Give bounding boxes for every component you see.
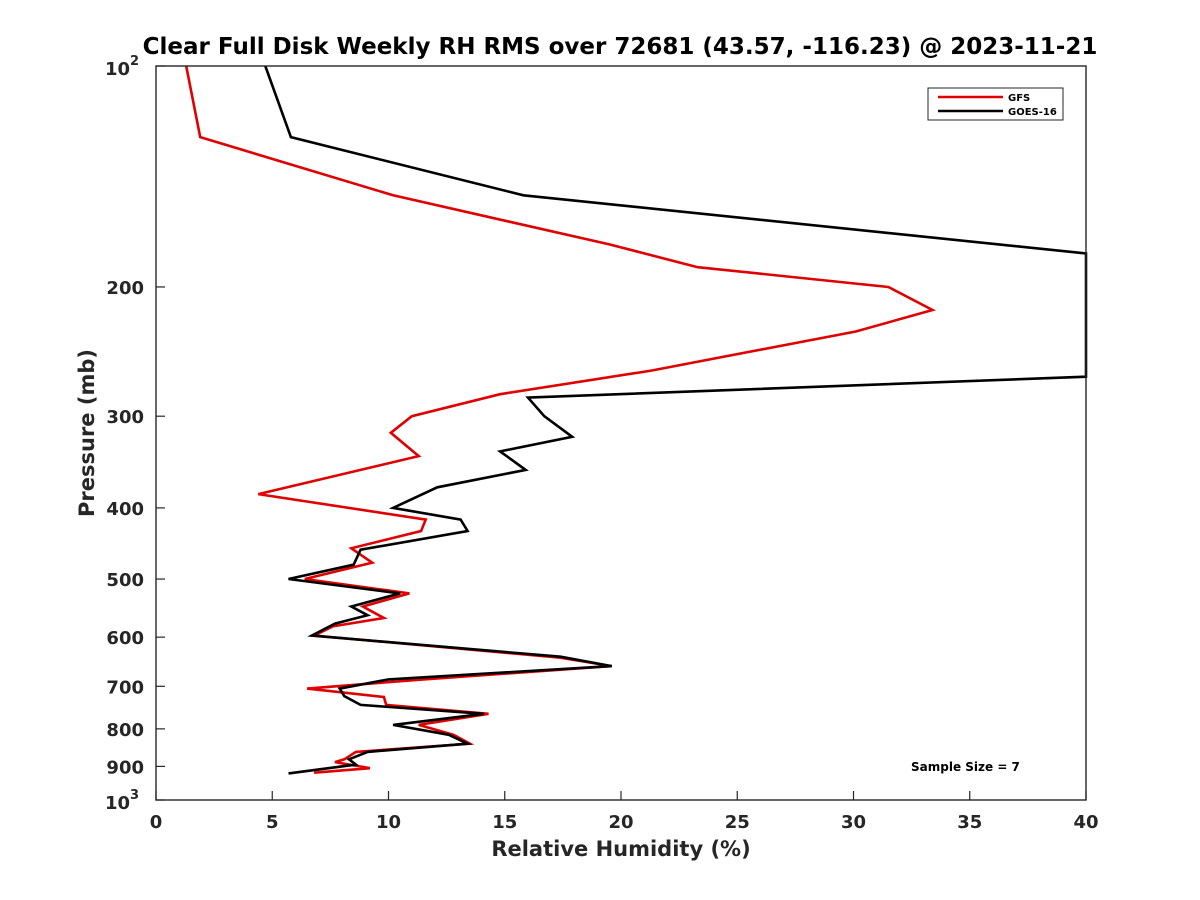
y-tick-label-power: 10 3 <box>105 788 139 814</box>
x-tick-label: 30 <box>841 812 866 833</box>
x-axis: 0 5 10 15 20 25 30 35 40 <box>150 791 1099 833</box>
legend-box <box>927 87 1064 121</box>
y-axis-label: Pressure (mb) <box>75 349 99 517</box>
legend-label-gfs: GFS <box>1008 93 1030 104</box>
series-line-goes16 <box>264 65 1088 775</box>
x-tick-label: 10 <box>376 812 401 833</box>
y-tick-label-base: 10 <box>105 793 130 814</box>
x-tick-label: 20 <box>608 812 633 833</box>
x-tick-label: 15 <box>492 812 517 833</box>
x-tick-label: 40 <box>1073 812 1098 833</box>
series-line-gfs <box>184 65 937 774</box>
x-tick-label: 25 <box>725 812 750 833</box>
y-tick-label: 900 <box>106 757 144 778</box>
y-tick-label: 800 <box>106 720 144 741</box>
y-tick-label: 600 <box>106 628 144 649</box>
y-tick-label-exponent: 2 <box>130 54 139 69</box>
y-tick-label-power: 10 2 <box>105 54 139 80</box>
chart-title: Clear Full Disk Weekly RH RMS over 72681… <box>143 34 1098 60</box>
plot-area <box>156 66 1086 800</box>
sample-size-annotation: Sample Size = 7 <box>911 760 1020 774</box>
legend-label-goes16: GOES-16 <box>1008 107 1057 118</box>
y-tick-label: 300 <box>106 407 144 428</box>
y-tick-label: 400 <box>106 499 144 520</box>
x-tick-label: 5 <box>266 812 279 833</box>
x-tick-label: 35 <box>957 812 982 833</box>
y-tick-label: 500 <box>106 570 144 591</box>
y-tick-label: 200 <box>106 278 144 299</box>
y-tick-label: 700 <box>106 677 144 698</box>
series-layer <box>184 65 1088 775</box>
x-axis-label: Relative Humidity (%) <box>491 837 750 861</box>
y-tick-label-base: 10 <box>105 59 130 80</box>
legend: GFS GOES-16 <box>927 87 1064 121</box>
x-tick-label: 0 <box>150 812 163 833</box>
y-tick-label-exponent: 3 <box>130 788 139 803</box>
